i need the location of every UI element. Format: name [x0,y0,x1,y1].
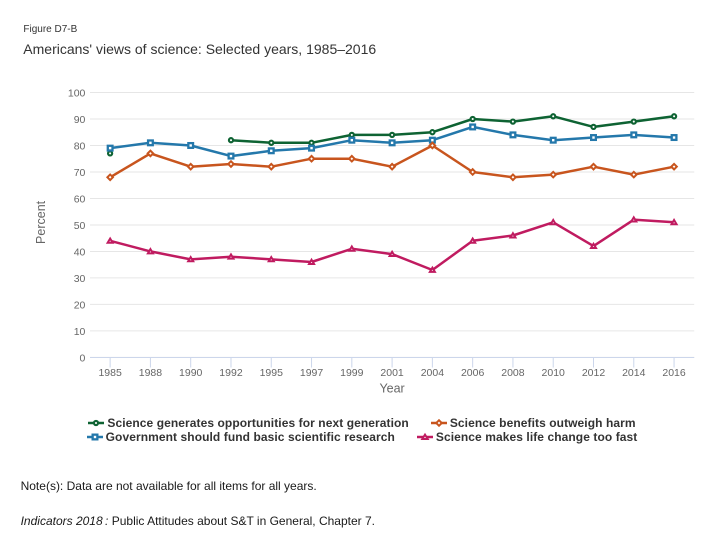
svg-text:70: 70 [74,167,86,179]
svg-text:2012: 2012 [582,367,606,379]
svg-text:2010: 2010 [542,367,566,379]
svg-text:Percent: Percent [34,200,48,244]
svg-text:1988: 1988 [139,367,163,379]
svg-text:80: 80 [74,141,86,153]
svg-text:50: 50 [74,220,86,232]
svg-text:1999: 1999 [340,367,364,379]
svg-text:2006: 2006 [461,367,485,379]
svg-text:90: 90 [74,114,86,126]
svg-text:2014: 2014 [622,367,646,379]
svg-text:30: 30 [74,273,86,285]
svg-text:10: 10 [74,326,86,338]
svg-text:1990: 1990 [179,367,203,379]
svg-text:40: 40 [74,246,86,258]
svg-text:60: 60 [74,194,86,206]
svg-text:1992: 1992 [219,367,243,379]
svg-text:1995: 1995 [260,367,284,379]
svg-text:20: 20 [74,299,86,311]
svg-text:100: 100 [68,88,86,100]
svg-text:2016: 2016 [662,367,686,379]
svg-text:2004: 2004 [421,367,445,379]
svg-text:2001: 2001 [380,367,404,379]
svg-text:Year: Year [379,381,404,395]
svg-text:1985: 1985 [98,367,122,379]
svg-text:2008: 2008 [501,367,525,379]
svg-text:1997: 1997 [300,367,324,379]
svg-text:0: 0 [80,352,86,364]
